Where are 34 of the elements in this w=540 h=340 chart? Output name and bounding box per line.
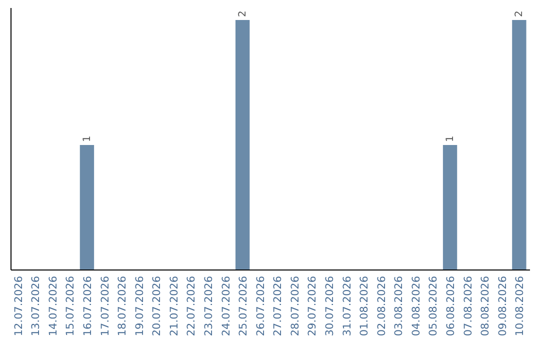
- x-tick-label: 06.08.2026: [445, 276, 458, 336]
- x-tick-label: 27.07.2026: [272, 276, 284, 336]
- x-tick-label: 09.08.2026: [496, 276, 509, 336]
- x-tick-label: 19.07.2026: [134, 276, 146, 336]
- x-tick-label: 21.07.2026: [168, 276, 180, 336]
- x-tick-label: 03.08.2026: [393, 276, 406, 336]
- x-tick-label: 08.08.2026: [480, 276, 492, 336]
- x-tick-label: 10.08.2026: [514, 276, 526, 336]
- x-tick-label: 22.07.2026: [186, 276, 198, 336]
- x-tick-label: 25.07.2026: [238, 276, 250, 336]
- x-tick-label: 07.08.2026: [462, 276, 474, 336]
- x-tick-label: 28.07.2026: [289, 276, 302, 336]
- x-tick-label: 15.07.2026: [64, 276, 77, 336]
- x-tick-label: 24.07.2026: [220, 276, 232, 336]
- x-tick-label: 01.08.2026: [358, 276, 371, 336]
- x-tick-label: 18.07.2026: [116, 276, 129, 336]
- x-tick-label: 20.07.2026: [151, 276, 164, 336]
- x-tick-label: 04.08.2026: [410, 276, 422, 336]
- data-label: 1: [82, 136, 93, 142]
- x-tick-label: 30.07.2026: [324, 276, 336, 336]
- x-tick-label: 16.07.2026: [82, 276, 94, 336]
- x-tick-label: 02.08.2026: [376, 276, 388, 336]
- data-label: 1: [445, 136, 456, 142]
- x-tick-label: 17.07.2026: [99, 276, 112, 336]
- x-tick-label: 13.07.2026: [30, 276, 42, 336]
- x-tick-label: 12.07.2026: [12, 276, 25, 336]
- x-tick-label: 23.07.2026: [202, 276, 215, 336]
- x-tick-label: 14.07.2026: [47, 276, 60, 336]
- data-label: 2: [238, 10, 249, 17]
- x-tick-label: 31.07.2026: [341, 276, 354, 336]
- x-tick-label: 05.08.2026: [428, 276, 440, 336]
- x-tick-label: 29.07.2026: [306, 276, 319, 336]
- x-tick-label: 26.07.2026: [254, 276, 267, 336]
- data-label: 2: [514, 10, 526, 17]
